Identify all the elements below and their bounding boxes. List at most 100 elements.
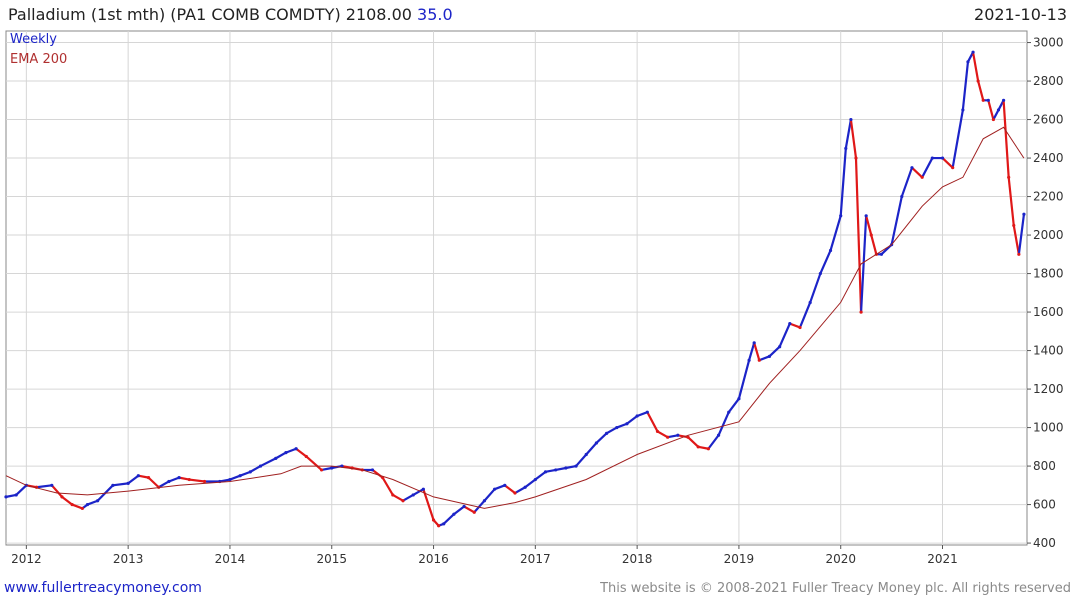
y-tick-label: 400 [1033,536,1056,550]
weekly-price-segment [544,468,557,473]
weekly-price-point [421,487,425,491]
weekly-price-segment [839,147,847,217]
weekly-price-segment [992,108,1000,121]
grid [6,31,1027,545]
weekly-price-point [330,466,334,470]
weekly-price-point [767,354,772,358]
weekly-price-segment [35,484,53,489]
weekly-price-point [676,433,680,437]
weekly-price-segment [462,505,476,514]
ema-200-line [5,126,1025,509]
weekly-price-segment [554,466,567,472]
weekly-price-point [849,117,853,122]
weekly-price-point [976,79,980,83]
weekly-price-segment [819,249,832,275]
weekly-price-point [452,512,456,516]
weekly-price-segment [977,79,985,102]
weekly-price-point [981,98,985,102]
chart-date: 2021-10-13 [974,5,1067,24]
weekly-price-point [940,156,945,160]
weekly-price-point [1007,175,1011,179]
weekly-price-segment [274,451,288,460]
series-layer [4,50,1026,528]
weekly-price-segment [666,434,679,439]
title-text: Palladium (1st mth) (PA1 COMB COMDTY) 21… [8,5,412,24]
weekly-price-segment [646,411,659,433]
weekly-price-segment [137,474,150,479]
weekly-price-segment [656,430,669,439]
y-tick-label: 2800 [1033,74,1064,88]
weekly-price-segment [900,166,914,198]
weekly-price-segment [676,434,690,439]
weekly-price-segment [320,466,333,472]
weekly-price-point [126,481,130,485]
weekly-price-point [294,447,298,451]
weekly-price-point [757,358,761,362]
weekly-price-point [991,117,996,122]
x-tick-label: 2014 [215,552,246,566]
weekly-price-point [442,522,446,526]
weekly-price-point [523,485,527,489]
weekly-price-segment [259,457,277,468]
weekly-price-point [60,495,64,499]
weekly-price-segment [951,108,964,169]
weekly-price-point [716,433,721,437]
weekly-price-segment [941,156,954,169]
y-tick-label: 2000 [1033,228,1064,242]
weekly-price-point [431,518,436,522]
weekly-price-point [900,194,904,199]
weekly-price-point [839,214,843,218]
weekly-price-segment [127,474,140,485]
weekly-price-segment [605,426,618,435]
weekly-price-segment [865,214,873,237]
weekly-price-segment [60,495,74,506]
weekly-price-point [788,322,792,326]
weekly-price-point [584,452,588,457]
weekly-price-segment [371,468,384,479]
weekly-price-segment [854,156,863,314]
weekly-price-segment [727,397,741,414]
weekly-price-point [818,271,822,276]
weekly-price-point [1017,252,1021,256]
weekly-price-segment [921,156,934,179]
weekly-price-point [986,98,990,102]
weekly-price-point [503,483,507,487]
weekly-price-segment [422,488,435,522]
weekly-price-point [1012,223,1016,228]
weekly-price-segment [1012,224,1020,256]
site-link[interactable]: www.fullertreacymoney.com [4,580,202,596]
y-tick-label: 800 [1033,459,1056,473]
weekly-price-point [798,325,802,330]
weekly-price-point [50,483,54,487]
weekly-price-segment [177,476,191,481]
weekly-price-point [284,450,288,455]
weekly-price-point [686,435,690,439]
weekly-price-point [554,468,558,472]
weekly-price-segment [239,470,252,477]
weekly-price-segment [961,60,970,112]
weekly-price-point [655,429,660,434]
weekly-price-segment [483,488,496,502]
weekly-price-point [920,175,924,179]
weekly-price-point [14,493,18,497]
weekly-price-segment [574,453,588,468]
weekly-price-point [4,495,8,499]
weekly-price-point [635,414,639,418]
weekly-price-segment [391,493,405,502]
weekly-price-point [696,445,700,449]
y-tick-label: 600 [1033,498,1056,512]
weekly-price-point [370,468,375,472]
weekly-price-segment [86,499,99,506]
weekly-price-segment [890,195,903,246]
weekly-price-point [177,476,181,480]
weekly-price-point [961,108,965,112]
weekly-price-point [187,477,191,482]
y-tick-label: 3000 [1033,36,1064,50]
weekly-price-segment [844,118,852,150]
weekly-price-segment [758,355,771,362]
weekly-price-point [462,504,466,509]
x-tick-label: 2018 [622,552,653,566]
weekly-price-segment [4,493,18,498]
x-tick-label: 2015 [316,552,347,566]
weekly-price-segment [849,118,858,160]
